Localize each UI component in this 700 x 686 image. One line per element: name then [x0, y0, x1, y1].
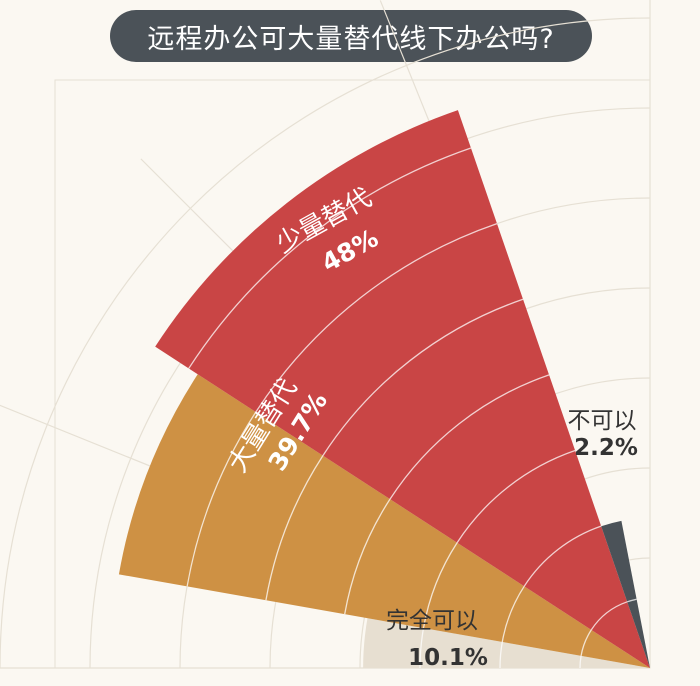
- slice-large-replacement: [118, 374, 651, 668]
- slice-ring-line: [499, 641, 503, 669]
- slice-not-possible: [601, 520, 650, 668]
- slice-ring-line: [419, 627, 425, 669]
- slice-ring-line: [186, 411, 257, 587]
- label-not-possible-value: 2.2%: [574, 435, 638, 461]
- slice-ring-line: [188, 147, 472, 369]
- slice-ring-line: [422, 542, 458, 629]
- slice-ring-line: [389, 374, 550, 500]
- slice-fully-possible: [363, 618, 650, 668]
- slice-ring-lines: [186, 147, 637, 669]
- slice-ring-line: [344, 498, 391, 615]
- label-fully-possible-value: 10.1%: [408, 645, 488, 671]
- chart-slices: [118, 110, 651, 668]
- slice-ring-line: [456, 449, 576, 544]
- slice-ring-line: [523, 525, 602, 587]
- slice-small-replacement: [155, 110, 650, 668]
- slice-ring-line: [255, 222, 498, 413]
- slice-ring-line: [265, 455, 324, 601]
- slice-ring-line: [590, 601, 628, 631]
- slice-ring-line: [322, 298, 524, 456]
- slice-ring-line: [579, 655, 582, 669]
- label-not-possible-name: 不可以: [568, 408, 637, 434]
- label-fully-possible-name: 完全可以: [386, 608, 478, 634]
- slice-ring-line: [580, 629, 592, 656]
- slice-ring-line: [626, 598, 637, 603]
- slice-ring-line: [501, 585, 525, 643]
